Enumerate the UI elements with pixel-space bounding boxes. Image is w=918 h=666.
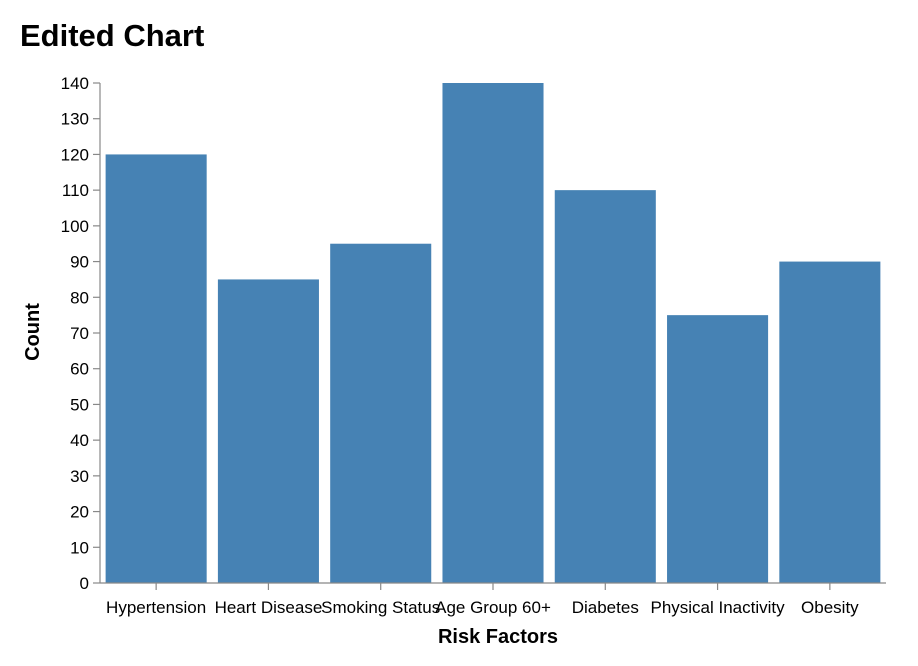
y-axis: 0 10 20 30 40 50 60 70 80 90 100 110 120 130 140 — [61, 74, 101, 593]
bars-group — [105, 83, 881, 583]
x-tick-label: Obesity — [801, 598, 859, 617]
x-tick-label: Hypertension — [106, 598, 206, 617]
x-tick-label: Heart Disease — [215, 598, 323, 617]
y-tick-label: 90 — [70, 253, 89, 272]
bar-diabetes — [554, 190, 656, 583]
bar-smoking-status — [330, 243, 432, 583]
y-tick-label: 70 — [70, 324, 89, 343]
y-tick-label: 60 — [70, 360, 89, 379]
y-tick-label: 30 — [70, 467, 89, 486]
y-tick-label: 50 — [70, 395, 89, 414]
x-tick-label: Diabetes — [572, 598, 639, 617]
bar-physical-inactivity — [667, 315, 769, 583]
x-tick-label: Age Group 60+ — [435, 598, 551, 617]
y-tick-label: 140 — [61, 74, 89, 93]
y-tick-label: 120 — [61, 145, 89, 164]
y-axis-title: Count — [22, 303, 44, 361]
y-tick-label: 40 — [70, 431, 89, 450]
bar-obesity — [779, 261, 881, 583]
y-tick-label: 10 — [70, 538, 89, 557]
y-tick-label: 0 — [80, 574, 89, 593]
chart-title: Edited Chart — [20, 18, 204, 53]
bar-hypertension — [105, 154, 207, 583]
x-tick-label: Physical Inactivity — [650, 598, 785, 617]
bar-heart-disease — [217, 279, 319, 583]
y-tick-label: 110 — [62, 181, 89, 200]
y-tick-label: 100 — [61, 217, 89, 236]
y-tick-label: 20 — [70, 503, 89, 522]
y-tick-label: 130 — [61, 110, 89, 129]
x-axis-title: Risk Factors — [438, 626, 558, 648]
x-tick-label: Smoking Status — [321, 598, 440, 617]
bar-age-group-60 — [442, 83, 544, 583]
y-tick-label: 80 — [70, 288, 89, 307]
